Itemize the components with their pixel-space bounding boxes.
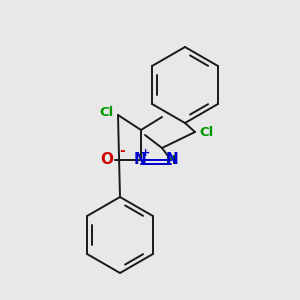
Text: H: H	[166, 154, 176, 167]
Text: N: N	[134, 152, 146, 166]
Text: -: -	[119, 144, 125, 158]
Text: Cl: Cl	[100, 106, 114, 119]
Text: Cl: Cl	[199, 127, 213, 140]
Text: O: O	[100, 152, 113, 166]
Text: N: N	[166, 152, 178, 166]
Text: +: +	[141, 148, 151, 158]
